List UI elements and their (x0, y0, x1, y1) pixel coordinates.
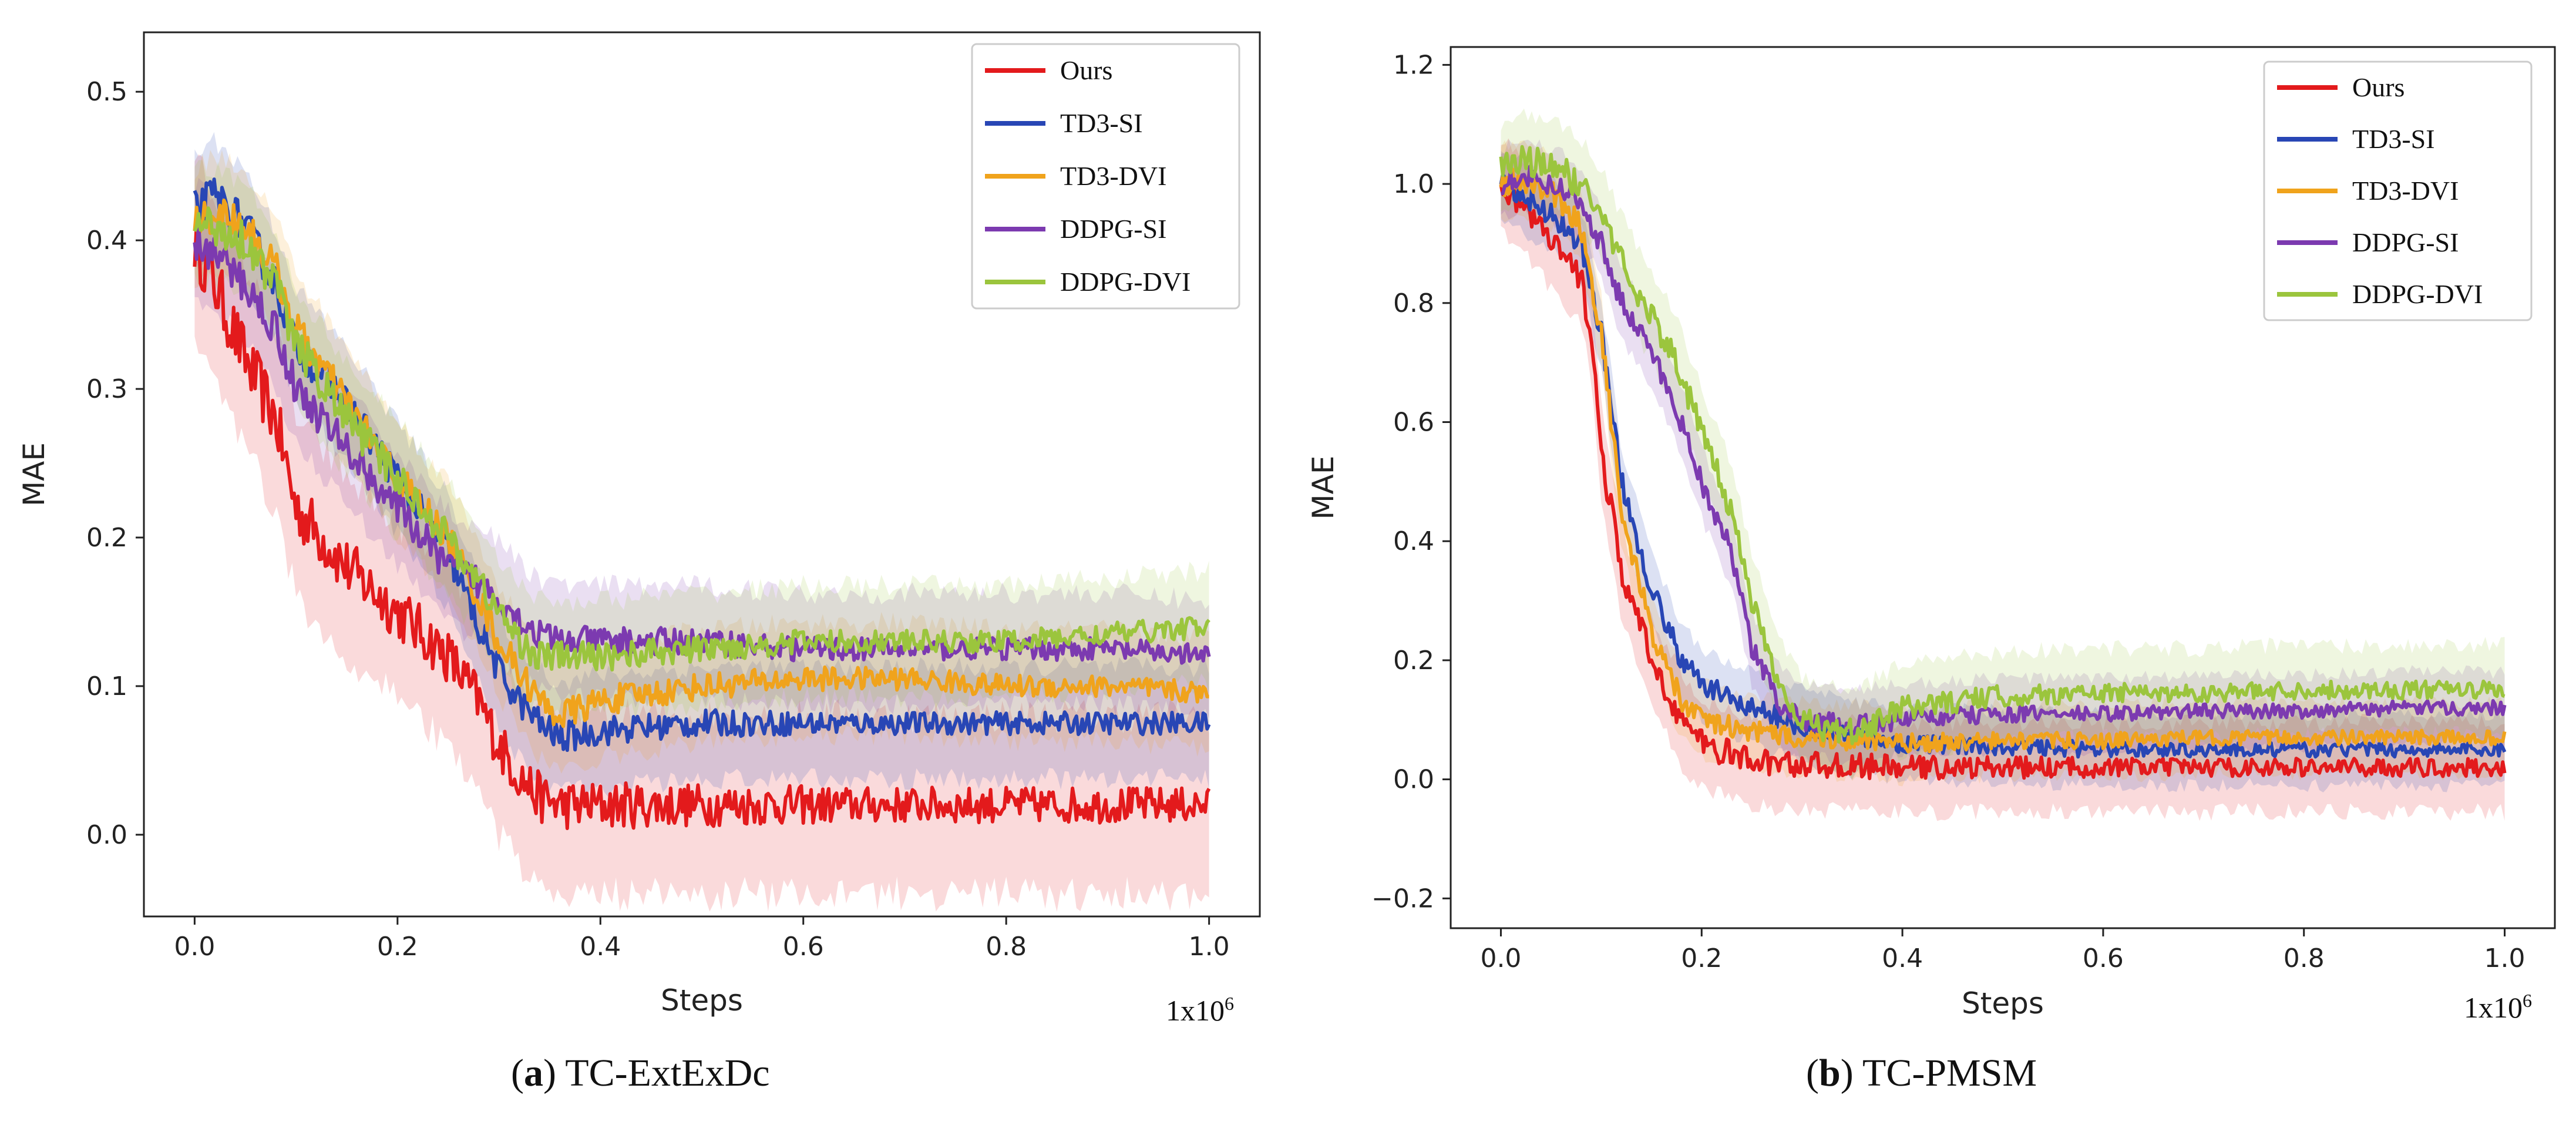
x-axis-label: Steps (661, 983, 743, 1017)
x-tick-label: 0.8 (986, 932, 1027, 962)
legend-label-td3-si: TD3-SI (1060, 108, 1143, 138)
x-axis-label: Steps (1962, 986, 2044, 1020)
y-tick-label: 0.4 (1393, 526, 1434, 556)
x-tick-label: 0.4 (1882, 943, 1923, 973)
y-axis-label: MAE (1306, 456, 1340, 520)
series-line-ddpg-si (1501, 164, 2507, 737)
series-line-td3-si (193, 177, 1211, 752)
legend-label-ddpg-dvi: DDPG-DVI (2352, 279, 2483, 309)
legend-label-ours: Ours (1060, 55, 1112, 85)
caption-a: (a) TC-ExtExDc (511, 1052, 770, 1094)
legend-label-ours: Ours (2352, 72, 2405, 102)
x-tick-label: 0.6 (2083, 943, 2124, 973)
x-tick-label: 0.0 (1480, 943, 1521, 973)
series-line-ddpg-dvi (193, 206, 1210, 672)
legend-box (971, 43, 1240, 310)
panel-b: 0.0 0.2 0.4 0.6 0.8 1.0 −0.2 0.0 0.2 0.4 0.6 0.8 1.0… (1306, 46, 2556, 1020)
series-band-td3-si (1501, 150, 2505, 792)
x-tick-label: 0.6 (783, 932, 824, 962)
series-lines (193, 177, 1211, 830)
x-tick-label: 1.0 (2484, 943, 2525, 973)
y-tick-label: 0.0 (86, 820, 127, 850)
y-tick-label: 0.1 (86, 671, 127, 701)
series-line-ours (193, 218, 1211, 830)
x-tick-label: 0.2 (377, 932, 418, 962)
legend: Ours TD3-SI TD3-DVI DDPG-SI DDPG-DVI (2263, 61, 2533, 321)
series-band-td3-dvi (1501, 140, 2505, 787)
y-tick-label: 0.2 (1393, 646, 1434, 676)
legend-box (2263, 61, 2533, 321)
y-axis-label: MAE (17, 442, 51, 506)
legend: Ours TD3-SI TD3-DVI DDPG-SI DDPG-DVI (971, 43, 1240, 310)
x-tick-label: 0.4 (580, 932, 621, 962)
y-tick-label: −0.2 (1371, 884, 1434, 914)
x-multiplier-a: 1x106 (1166, 993, 1234, 1027)
y-tick-label: 0.3 (86, 374, 127, 404)
y-tick-label: 1.2 (1393, 50, 1434, 80)
series-lines (1499, 145, 2507, 781)
series-band-ddpg-si (194, 177, 1209, 719)
x-tick-label: 0.0 (174, 932, 215, 962)
axes-frame (1450, 46, 2556, 929)
caption-b: (b) TC-PMSM (1806, 1052, 2037, 1094)
x-tick-label: 1.0 (1189, 932, 1230, 962)
series-band-ours (1501, 138, 2505, 821)
legend-label-ddpg-si: DDPG-SI (2352, 227, 2459, 257)
legend-label-td3-si: TD3-SI (2352, 124, 2435, 154)
legend-label-ddpg-si: DDPG-SI (1060, 214, 1166, 244)
x-multiplier-b: 1x106 (2464, 990, 2532, 1024)
y-tick-label: 1.0 (1393, 169, 1434, 199)
y-tick-label: 0.0 (1393, 765, 1434, 795)
series-band-ddpg-dvi (194, 160, 1209, 723)
y-tick-label: 0.5 (86, 77, 127, 107)
y-tick-label: 0.4 (86, 226, 127, 256)
series-line-ddpg-dvi (1499, 145, 2506, 745)
axes-frame (143, 31, 1261, 918)
legend-label-td3-dvi: TD3-DVI (1060, 161, 1166, 191)
series-line-td3-dvi (1499, 167, 2507, 754)
series-line-ours (1499, 180, 2507, 781)
legend-label-td3-dvi: TD3-DVI (2352, 176, 2459, 206)
y-tick-label: 0.2 (86, 523, 127, 553)
legend-label-ddpg-dvi: DDPG-DVI (1060, 267, 1191, 297)
y-tick-label: 0.6 (1393, 408, 1434, 438)
x-tick-label: 0.2 (1681, 943, 1722, 973)
x-tick-label: 0.8 (2284, 943, 2325, 973)
panel-a: 0.0 0.2 0.4 0.6 0.8 1.0 0.0 0.1 0.2 0.3 0.4 0.5 Step… (17, 31, 1261, 1017)
y-tick-label: 0.8 (1393, 288, 1434, 318)
